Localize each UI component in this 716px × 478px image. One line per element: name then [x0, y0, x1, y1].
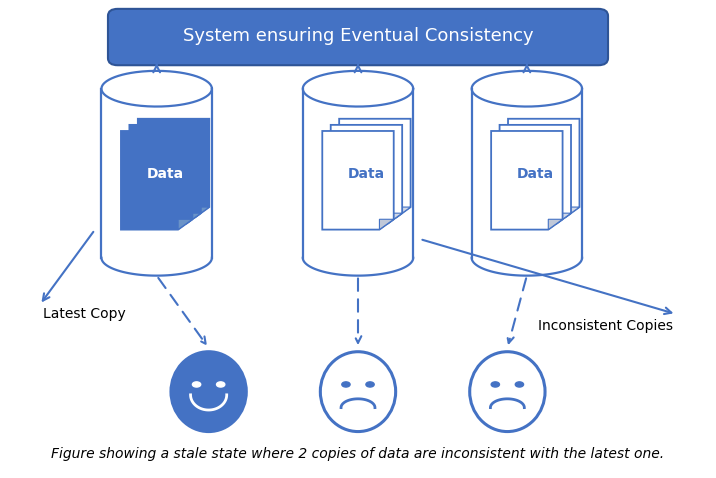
Polygon shape — [303, 89, 413, 258]
Polygon shape — [339, 119, 410, 217]
Polygon shape — [388, 213, 402, 224]
Text: Data: Data — [517, 167, 554, 181]
Ellipse shape — [342, 382, 350, 387]
Polygon shape — [102, 258, 212, 276]
Polygon shape — [472, 89, 582, 258]
Ellipse shape — [516, 382, 523, 387]
Polygon shape — [472, 258, 582, 276]
Polygon shape — [557, 213, 571, 224]
Polygon shape — [500, 125, 571, 224]
FancyBboxPatch shape — [108, 9, 608, 65]
Polygon shape — [565, 207, 579, 217]
Ellipse shape — [193, 382, 200, 387]
Ellipse shape — [171, 352, 246, 432]
Polygon shape — [178, 219, 193, 229]
Polygon shape — [331, 125, 402, 224]
Polygon shape — [195, 207, 209, 217]
Text: System ensuring Eventual Consistency: System ensuring Eventual Consistency — [183, 27, 533, 45]
Polygon shape — [187, 213, 200, 224]
Ellipse shape — [216, 382, 225, 387]
Polygon shape — [397, 207, 410, 217]
Polygon shape — [138, 119, 209, 217]
Text: Latest Copy: Latest Copy — [43, 307, 126, 321]
Polygon shape — [508, 119, 579, 217]
Text: Data: Data — [147, 167, 184, 181]
Ellipse shape — [491, 382, 500, 387]
Ellipse shape — [470, 352, 545, 432]
Text: Data: Data — [348, 167, 385, 181]
Polygon shape — [491, 131, 563, 229]
Ellipse shape — [320, 352, 396, 432]
Polygon shape — [130, 125, 200, 224]
Polygon shape — [379, 219, 394, 229]
Polygon shape — [121, 131, 193, 229]
Polygon shape — [303, 258, 413, 276]
Polygon shape — [102, 89, 212, 258]
Text: Figure showing a stale state where 2 copies of data are inconsistent with the la: Figure showing a stale state where 2 cop… — [52, 447, 664, 461]
Polygon shape — [548, 219, 563, 229]
Text: Inconsistent Copies: Inconsistent Copies — [538, 319, 673, 333]
Ellipse shape — [366, 382, 374, 387]
Polygon shape — [322, 131, 394, 229]
